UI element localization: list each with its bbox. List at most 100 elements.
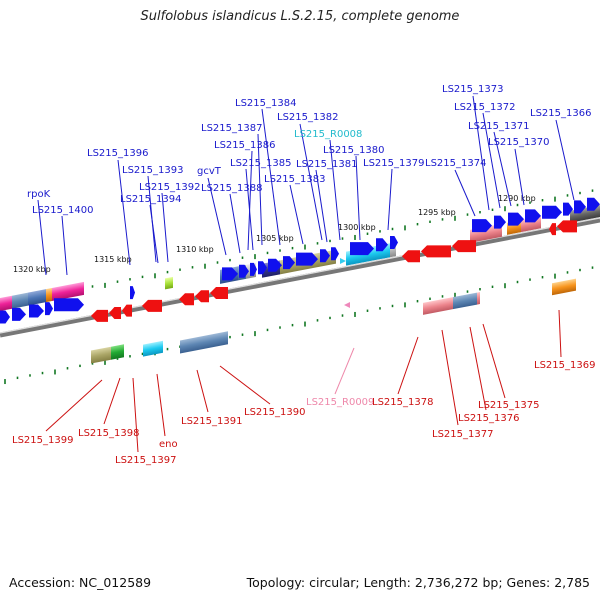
gene-arrow-forward: [525, 209, 541, 223]
gene-arrow-forward: [12, 307, 26, 321]
leader-line: [103, 377, 121, 425]
gene-label: LS215_1381: [296, 159, 357, 170]
leader-line: [45, 379, 103, 432]
leader-line: [555, 119, 575, 201]
gene-label: LS215_1393: [122, 165, 183, 176]
gene-label: LS215_R0008: [294, 129, 362, 140]
leader-line: [493, 131, 512, 207]
leader-line: [149, 204, 159, 264]
gene-arrow-reverse: [210, 287, 228, 300]
gene-label: LS215_1375: [478, 400, 539, 411]
gene-arrow-reverse: [142, 299, 162, 312]
gene-label: LS215_R0009: [306, 397, 374, 408]
gene-label: LS215_1386: [214, 140, 275, 151]
gene-arrow-forward: [258, 261, 267, 275]
gene-label: LS215_1379: [363, 158, 424, 169]
leader-line: [247, 150, 253, 251]
leader-line: [441, 329, 459, 426]
leader-line: [472, 95, 490, 211]
gene-label: rpoK: [27, 189, 51, 200]
gene-label: LS215_1374: [425, 158, 486, 169]
leader-line: [257, 133, 263, 246]
leader-line: [482, 323, 506, 399]
leader-line: [469, 326, 487, 411]
gene-arrow-reverse: [122, 304, 132, 317]
gene-arrow-forward: [29, 304, 44, 318]
leader-line: [454, 169, 476, 217]
gene-arrow-reverse: [557, 220, 577, 233]
gene-arrow-forward: [587, 197, 600, 211]
gene-arrow-reverse: [402, 250, 420, 263]
leader-line: [329, 139, 341, 241]
leader-line: [289, 184, 304, 245]
gene-arrow-forward: [331, 247, 339, 261]
gene-arrow-forward: [494, 215, 506, 229]
leader-line: [219, 365, 271, 405]
leader-line: [229, 193, 241, 254]
forward-gene-arrows: [0, 197, 600, 324]
gene-label: LS215_1399: [12, 435, 73, 446]
gene-arrow-forward: [390, 235, 398, 249]
leader-line: [355, 155, 361, 241]
feature-block-1376: [423, 292, 480, 315]
leader-line: [196, 369, 209, 413]
reverse-gene-labels: LS215_1399 LS215_1398 LS215_1397 eno LS2…: [12, 360, 595, 466]
leader-line: [387, 168, 393, 231]
gene-label: LS215_1398: [78, 428, 139, 439]
scale-label: 1315 kbp: [94, 255, 132, 264]
feature-block-eno: [143, 340, 163, 357]
leader-line: [161, 192, 169, 263]
gene-label: LS215_1366: [530, 108, 591, 119]
gene-label: LS215_1378: [372, 397, 433, 408]
gene-label: LS215_1390: [244, 407, 305, 418]
gene-arrow-forward: [268, 258, 282, 272]
reverse-features: [91, 278, 576, 364]
gene-label: LS215_1383: [264, 174, 325, 185]
gene-arrow-forward: [542, 205, 562, 219]
gene-label: eno: [159, 439, 178, 450]
accession-text: Accession: NC_012589: [9, 575, 152, 590]
gene-label: LS215_1376: [458, 413, 519, 424]
leader-line: [299, 123, 323, 241]
feature-block-1400: [0, 281, 84, 311]
leader-line: [61, 215, 68, 276]
feature-block-1398: [91, 344, 124, 364]
gene-arrow-reverse: [549, 223, 556, 236]
gene-arrow-forward: [283, 256, 295, 270]
feature-block-1393: [165, 276, 173, 290]
gene-label: LS215_1391: [181, 416, 242, 427]
leader-line: [514, 148, 525, 206]
gene-label: gcvT: [197, 166, 222, 177]
scale-label: 1290 kbp: [498, 194, 536, 203]
gene-label: LS215_1372: [454, 102, 515, 113]
gene-label: LS215_1387: [201, 123, 262, 134]
gene-arrow-forward: [320, 249, 330, 263]
leader-line: [558, 309, 562, 358]
leader-line: [482, 112, 501, 209]
gene-label: LS215_1388: [201, 183, 262, 194]
gene-label: LS215_1396: [87, 148, 148, 159]
gene-label: LS215_1377: [432, 429, 493, 440]
gene-arrow-reverse: [179, 293, 194, 306]
leader-line: [132, 377, 139, 453]
gene-label: LS215_1392: [139, 182, 200, 193]
gene-arrow-reverse: [421, 245, 451, 258]
gene-arrow-reverse: [452, 240, 476, 253]
gene-arrow-forward: [45, 302, 53, 316]
scale-label: 1300 kbp: [338, 223, 376, 232]
scale-label: 1320 kbp: [13, 265, 51, 274]
gene-arrow-forward: [472, 219, 492, 233]
gene-arrow-forward: [250, 262, 257, 276]
gene-label: LS215_1397: [115, 455, 176, 466]
leader-line: [245, 168, 254, 251]
scale-label: 1310 kbp: [176, 245, 214, 254]
gene-label: LS215_1370: [488, 137, 549, 148]
gene-arrow-forward: [574, 200, 586, 214]
gene-arrow-forward: [0, 310, 10, 324]
leader-line: [261, 108, 281, 246]
map-title: Sulfolobus islandicus L.S.2.15, complete…: [140, 9, 460, 24]
leader-line: [37, 199, 47, 276]
scale-label: 1305 kbp: [256, 234, 294, 243]
rna-marker-r0008: [340, 258, 346, 264]
gene-label: LS215_1385: [230, 158, 291, 169]
